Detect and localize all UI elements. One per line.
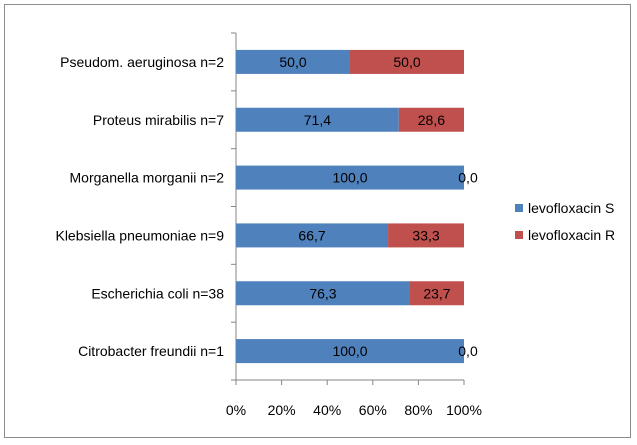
bar-segment-s bbox=[236, 223, 389, 248]
data-label: 28,6 bbox=[418, 112, 445, 128]
category-label: Klebsiella pneumoniae n=9 bbox=[55, 227, 224, 243]
x-tick-label: 20% bbox=[268, 402, 296, 418]
legend-label: levofloxacin R bbox=[528, 227, 615, 243]
bar-segment-s bbox=[236, 107, 399, 132]
data-label: 0,0 bbox=[458, 343, 478, 359]
x-tick-label: 100% bbox=[446, 402, 482, 418]
x-tick-label: 40% bbox=[313, 402, 341, 418]
data-label: 0,0 bbox=[458, 170, 478, 186]
category-label: Pseudom. aeruginosa n=2 bbox=[60, 54, 224, 70]
bar-segment-s bbox=[236, 49, 350, 74]
data-label: 100,0 bbox=[332, 343, 367, 359]
bar-segment-r bbox=[409, 281, 464, 306]
data-label: 76,3 bbox=[309, 285, 336, 301]
data-label: 23,7 bbox=[423, 285, 450, 301]
x-tick-label: 0% bbox=[226, 402, 246, 418]
bar-segment-r bbox=[388, 223, 464, 248]
legend-swatch bbox=[515, 204, 523, 212]
data-label: 50,0 bbox=[279, 54, 306, 70]
bar-segment-s bbox=[236, 339, 464, 364]
data-label: 71,4 bbox=[304, 112, 331, 128]
data-label: 50,0 bbox=[393, 54, 420, 70]
bar-segment-s bbox=[236, 165, 464, 190]
category-label: Proteus mirabilis n=7 bbox=[93, 112, 224, 128]
x-tick-label: 80% bbox=[404, 402, 432, 418]
chart-area bbox=[4, 4, 631, 438]
bar-segment-s bbox=[236, 281, 410, 306]
category-label: Escherichia coli n=38 bbox=[91, 285, 224, 301]
data-label: 100,0 bbox=[332, 170, 367, 186]
legend-swatch bbox=[515, 231, 523, 239]
x-tick-label: 60% bbox=[359, 402, 387, 418]
category-label: Citrobacter freundii n=1 bbox=[78, 343, 224, 359]
bar-segment-r bbox=[350, 49, 464, 74]
bar-segment-r bbox=[398, 107, 464, 132]
data-label: 66,7 bbox=[298, 227, 325, 243]
legend-label: levofloxacin S bbox=[528, 200, 614, 216]
category-label: Morganella morganii n=2 bbox=[70, 170, 225, 186]
data-label: 33,3 bbox=[412, 227, 439, 243]
